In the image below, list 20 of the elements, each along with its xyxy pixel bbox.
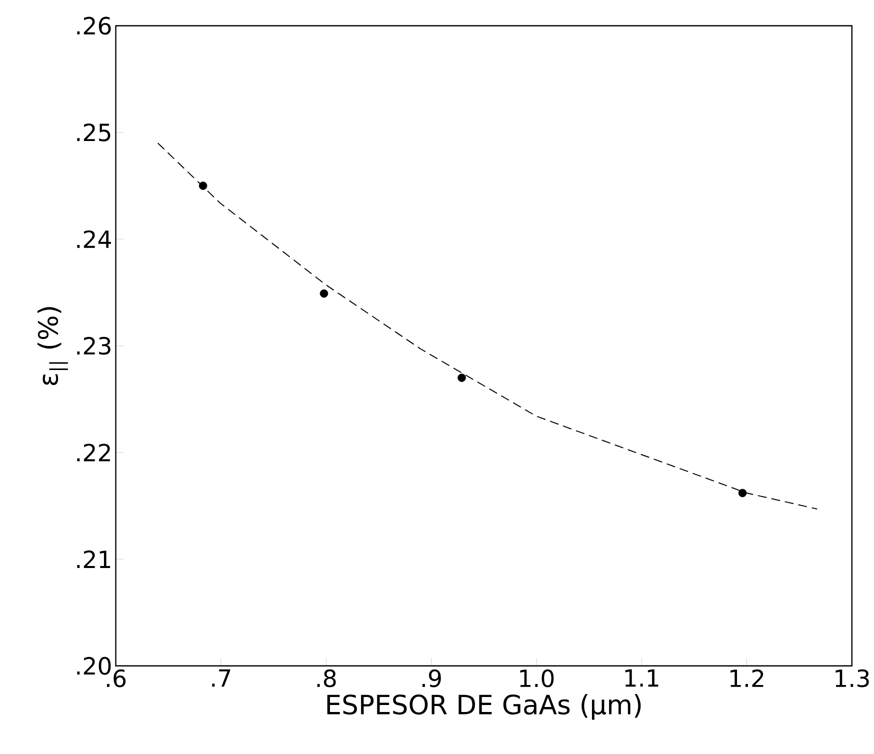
- point: [198, 182, 208, 190]
- y-tick-label: .25: [77, 123, 110, 142]
- x-tick-label: .7: [212, 669, 230, 687]
- point: [458, 374, 466, 382]
- x-tick-label: 1.0: [520, 669, 554, 688]
- y-tick-label: .24: [77, 230, 111, 248]
- line-series: [157, 142, 818, 510]
- y-tick-label: .21: [77, 550, 110, 568]
- y-tick-label: .26: [77, 16, 111, 35]
- x-tick-label: .9: [422, 669, 441, 688]
- point: [320, 289, 328, 298]
- x-tick-label: 1.2: [730, 669, 764, 687]
- y-tick-label: .22: [77, 444, 110, 462]
- x-tick-label: 1.1: [625, 669, 658, 687]
- y-axis-title: ε$_{||}$ (%): [38, 307, 68, 386]
- x-tick-label: 1.3: [836, 669, 869, 688]
- x-axis-title: ESPESOR DE GaAs (μm): [327, 694, 641, 720]
- y-tick-label: .23: [77, 336, 110, 355]
- x-tick-label: .8: [317, 669, 336, 688]
- point: [738, 488, 747, 498]
